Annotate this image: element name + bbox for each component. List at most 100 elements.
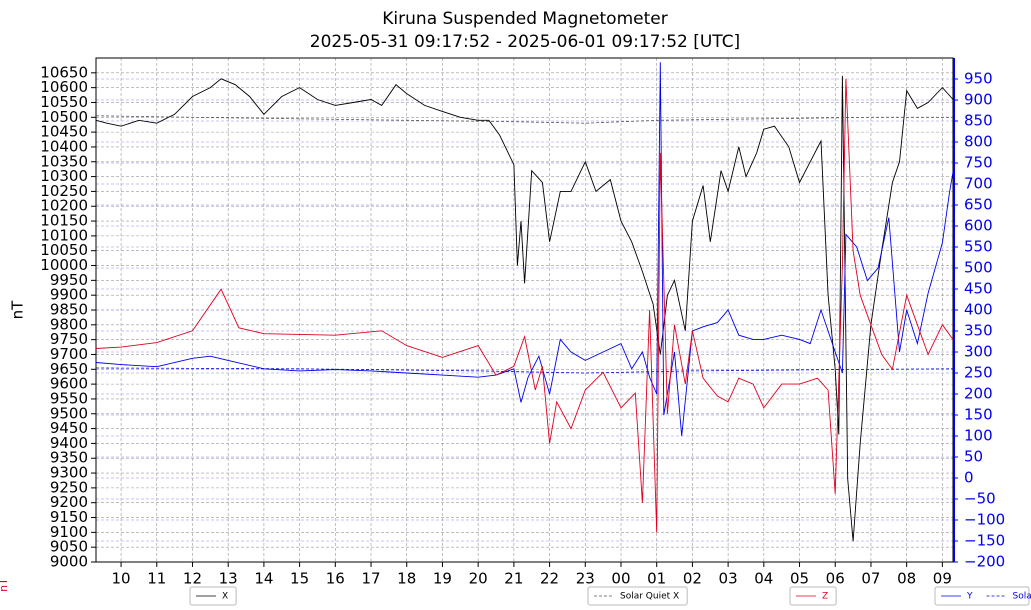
y2-tick-label: 350 — [964, 322, 993, 340]
x-tick-label: 02 — [683, 570, 702, 588]
y-tick-label: 10250 — [40, 182, 88, 200]
y2-tick-label: 50 — [964, 448, 983, 466]
y2-tick-label: 200 — [964, 385, 993, 403]
x-tick-label: 06 — [826, 570, 845, 588]
chart-subtitle: 2025-05-31 09:17:52 - 2025-06-01 09:17:5… — [310, 32, 740, 52]
y2-tick-label: 0 — [964, 469, 974, 487]
y2-tick-label: 850 — [964, 112, 993, 130]
x-tick-label: 05 — [790, 570, 809, 588]
y2-tick-label: 150 — [964, 406, 993, 424]
y2-tick-label: 400 — [964, 301, 993, 319]
y-tick-label: 9500 — [50, 404, 88, 422]
y-tick-label: 9100 — [50, 523, 88, 541]
x-tick-label: 04 — [754, 570, 773, 588]
legend-label: Solar Quiet Y — [1013, 592, 1031, 602]
legend-box — [587, 586, 688, 606]
legend-label: Z — [822, 592, 828, 602]
x-tick-label: 20 — [469, 570, 488, 588]
y2-tick-label: 800 — [964, 133, 993, 151]
y-tick-label: 9250 — [50, 478, 88, 496]
y-tick-label: 9200 — [50, 493, 88, 511]
y-tick-label: 10350 — [40, 152, 88, 170]
y-tick-label: 10500 — [40, 108, 88, 126]
legend: Y Solar Quiet Y — [934, 586, 1031, 606]
legend-label: Solar Quiet X — [620, 592, 679, 602]
x-tick-label: 21 — [504, 570, 523, 588]
y-tick-label: 10150 — [40, 212, 88, 230]
y-tick-label: 9650 — [50, 360, 88, 378]
x-tick-label: 10 — [112, 570, 131, 588]
x-tick-label: 07 — [861, 570, 880, 588]
series-line — [95, 75, 954, 542]
y2-tick-label: −150 — [964, 532, 1005, 550]
chart-title: Kiruna Suspended Magnetometer — [382, 9, 667, 29]
x-tick-label: 15 — [290, 570, 309, 588]
x-tick-label: 01 — [647, 570, 666, 588]
y2-tick-label: −50 — [964, 490, 996, 508]
x-tick-label: 09 — [933, 570, 952, 588]
y-tick-label: 9050 — [50, 538, 88, 556]
x-tick-label: 23 — [576, 570, 595, 588]
y-tick-label: 9300 — [50, 464, 88, 482]
x-tick-label: 13 — [219, 570, 238, 588]
legend-label: X — [222, 592, 228, 602]
x-tick-label: 16 — [326, 570, 345, 588]
y2-tick-label: 250 — [964, 364, 993, 382]
y-tick-label: 9750 — [50, 330, 88, 348]
x-tick-label: 22 — [540, 570, 559, 588]
x-tick-label: 18 — [397, 570, 416, 588]
y-tick-label: 10600 — [40, 78, 88, 96]
y2-tick-label: −100 — [964, 511, 1005, 529]
y2-tick-label: 900 — [964, 91, 993, 109]
x-tick-label: 17 — [361, 570, 380, 588]
y-tick-label: 10100 — [40, 226, 88, 244]
plot-frame — [95, 57, 954, 563]
y-tick-label: 10050 — [40, 241, 88, 259]
series-line — [96, 62, 954, 437]
y2-tick-label: 550 — [964, 238, 993, 256]
y-tick-label: 10650 — [40, 63, 88, 81]
y2-tick-label: 100 — [964, 427, 993, 445]
y2-tick-label: 300 — [964, 343, 993, 361]
series-line — [96, 78, 954, 533]
legend: Z — [789, 586, 837, 606]
y2-tick-label: 450 — [964, 280, 993, 298]
y-tick-label: 9550 — [50, 389, 88, 407]
y-tick-label: 10550 — [40, 93, 88, 111]
y-tick-label: 9400 — [50, 434, 88, 452]
x-tick-label: 08 — [897, 570, 916, 588]
y2-tick-label: 700 — [964, 175, 993, 193]
y-tick-label: 10300 — [40, 167, 88, 185]
legend-box — [934, 586, 1030, 606]
x-tick-label: 14 — [254, 570, 273, 588]
x-tick-label: 03 — [719, 570, 738, 588]
x-tick-label: 12 — [183, 570, 202, 588]
y-tick-label: 10200 — [40, 197, 88, 215]
legend: Solar Quiet X — [587, 586, 688, 606]
z-axis-label: nT — [0, 578, 10, 592]
y-tick-label: 10400 — [40, 137, 88, 155]
y-tick-label: 10000 — [40, 256, 88, 274]
y2-tick-label: 950 — [964, 70, 993, 88]
x-tick-label: 19 — [433, 570, 452, 588]
legend: X — [189, 586, 237, 606]
x-tick-label: 00 — [611, 570, 630, 588]
x-tick-label: 11 — [147, 570, 166, 588]
y2-tick-label: 600 — [964, 217, 993, 235]
y-tick-label: 9800 — [50, 315, 88, 333]
y-tick-label: 9350 — [50, 449, 88, 467]
y2-tick-label: 750 — [964, 154, 993, 172]
y-axis-label: nT — [9, 300, 27, 320]
y-tick-label: 9000 — [50, 553, 88, 571]
y2-tick-label: 650 — [964, 196, 993, 214]
y-tick-label: 10450 — [40, 123, 88, 141]
series-line — [96, 367, 954, 374]
y-tick-label: 9150 — [50, 508, 88, 526]
series-line — [96, 115, 954, 124]
legend-label: Y — [966, 592, 973, 602]
y-tick-label: 9600 — [50, 375, 88, 393]
y-tick-label: 9850 — [50, 301, 88, 319]
y2-tick-label: 500 — [964, 259, 993, 277]
y-tick-label: 9900 — [50, 286, 88, 304]
